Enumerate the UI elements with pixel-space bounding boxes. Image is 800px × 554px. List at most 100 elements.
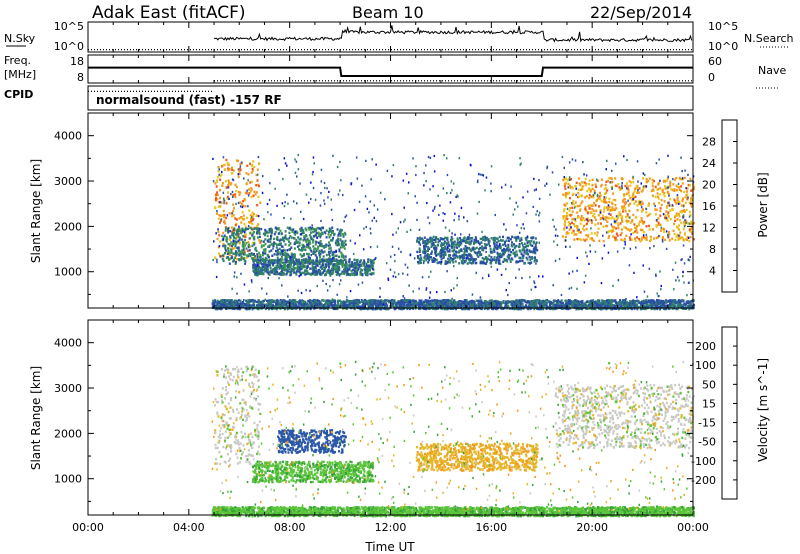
echo-cell <box>259 300 261 304</box>
echo-cell <box>654 208 657 211</box>
echo-cell <box>234 256 237 259</box>
nsearch-label: N.Search <box>744 32 794 45</box>
echo-cell <box>444 241 447 244</box>
echo-cell <box>502 260 505 263</box>
echo-cell <box>302 246 304 249</box>
beam-title: Beam 10 <box>352 3 424 22</box>
echo-cell <box>313 270 316 274</box>
echo-cell <box>353 263 356 266</box>
echo-cell <box>295 230 298 234</box>
echo-cell <box>266 271 269 274</box>
echo-cell <box>354 266 357 270</box>
echo-cell <box>586 304 589 307</box>
echo-cell <box>617 224 620 227</box>
echo-cell <box>261 300 263 303</box>
echo-cell <box>642 236 645 239</box>
echo-cell <box>569 186 572 189</box>
echo-cell <box>664 180 667 183</box>
echo-cell <box>233 227 236 230</box>
echo-cell <box>355 261 358 265</box>
echo-cell <box>462 255 465 258</box>
echo-cell <box>221 165 224 168</box>
echo-cell <box>291 259 294 262</box>
echo-cell <box>332 259 335 263</box>
echo-cell <box>598 301 601 305</box>
echo-cell <box>478 243 481 246</box>
echo-cell <box>448 250 451 253</box>
echo-cell <box>632 196 635 199</box>
echo-cell <box>477 240 480 243</box>
echo-cell <box>238 193 241 197</box>
echo-cell <box>504 240 506 244</box>
echo-cell <box>437 305 440 308</box>
echo-cell <box>312 261 315 264</box>
echo-cell <box>248 245 251 248</box>
echo-cell <box>329 243 331 247</box>
echo-cell <box>629 305 632 309</box>
echo-cell <box>275 269 278 273</box>
echo-cell <box>522 299 525 302</box>
echo-cell <box>364 271 367 275</box>
echo-cell <box>453 248 456 251</box>
echo-cell <box>366 267 369 270</box>
echo-cell <box>424 254 427 257</box>
echo-cell <box>345 261 347 264</box>
echo-cell <box>359 271 362 274</box>
echo-cell <box>274 242 277 245</box>
echo-cell <box>632 180 635 184</box>
echo-cell <box>598 299 601 302</box>
echo-cell <box>498 253 501 256</box>
echo-cell <box>365 273 367 276</box>
echo-cell <box>320 264 323 268</box>
echo-cell <box>494 261 497 264</box>
echo-cell <box>251 244 254 248</box>
echo-cell <box>279 273 282 276</box>
echo-cell <box>458 254 461 258</box>
echo-cell <box>262 251 264 254</box>
echo-cell <box>426 242 429 245</box>
echo-cell <box>428 240 431 244</box>
echo-cell <box>657 221 660 224</box>
echo-cell <box>299 265 302 268</box>
echo-cell <box>442 248 445 252</box>
echo-cell <box>662 236 664 239</box>
echo-cell <box>292 269 295 272</box>
echo-cell <box>442 237 445 241</box>
echo-cell <box>486 260 488 263</box>
echo-cell <box>586 222 588 225</box>
echo-cell <box>317 245 320 248</box>
echo-cell <box>363 264 366 267</box>
echo-cell <box>283 263 285 266</box>
echo-cell <box>285 252 288 255</box>
echo-cell <box>344 263 347 266</box>
echo-cell <box>584 184 587 187</box>
echo-cell <box>289 235 292 238</box>
echo-cell <box>219 221 221 224</box>
echo-cell <box>237 307 240 310</box>
echo-cell <box>238 238 241 241</box>
echo-cell <box>418 247 421 250</box>
echo-cell <box>222 259 225 263</box>
echo-cell <box>638 200 641 203</box>
echo-cell <box>417 256 419 259</box>
echo-cell <box>676 201 679 204</box>
echo-cell <box>519 308 522 311</box>
echo-cell <box>639 228 642 232</box>
echo-cell <box>325 229 328 232</box>
echo-cell <box>621 215 624 218</box>
echo-cell <box>640 217 643 220</box>
echo-cell <box>350 269 353 273</box>
echo-cell <box>306 237 309 241</box>
echo-cell <box>423 247 426 251</box>
echo-cell <box>253 235 256 239</box>
echo-cell <box>675 235 678 238</box>
echo-cell <box>417 240 420 244</box>
echo-cell <box>239 201 242 204</box>
echo-cell <box>645 211 648 214</box>
echo-cell <box>340 229 343 232</box>
echo-cell <box>338 267 341 270</box>
echo-cell <box>572 199 575 203</box>
echo-cell <box>284 249 287 252</box>
echo-cell <box>242 253 245 256</box>
